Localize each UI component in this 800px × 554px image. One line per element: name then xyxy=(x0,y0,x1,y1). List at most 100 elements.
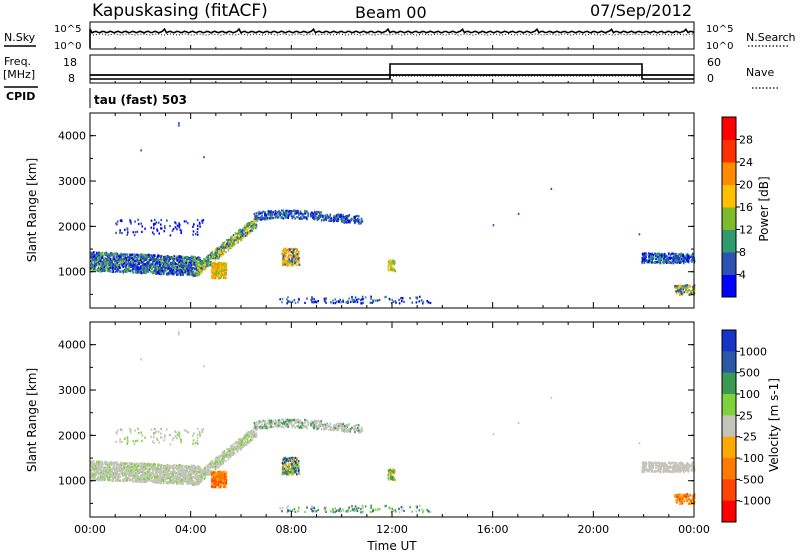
velocity-echo xyxy=(146,473,149,476)
power-echo xyxy=(284,216,287,219)
power-echo xyxy=(219,264,221,267)
power-echo xyxy=(679,290,682,293)
power-echo xyxy=(280,215,282,219)
power-echo xyxy=(176,273,178,276)
power-echo xyxy=(337,218,339,221)
power-echo xyxy=(207,264,209,267)
power-echo xyxy=(328,216,331,219)
power-echo xyxy=(284,211,287,214)
power-echo xyxy=(638,233,641,236)
velocity-echo xyxy=(97,466,99,469)
velocity-echo xyxy=(106,475,109,478)
velocity-echo xyxy=(124,470,126,473)
power-echo xyxy=(255,212,258,215)
power-echo xyxy=(678,253,680,256)
velocity-echo xyxy=(101,471,103,474)
power-echo xyxy=(223,269,225,272)
velocity-echo xyxy=(139,462,142,465)
power-echo xyxy=(240,230,242,233)
power-echo xyxy=(222,273,225,276)
power-echo xyxy=(190,268,193,271)
power-echo xyxy=(342,219,344,222)
power-echo xyxy=(183,271,185,274)
power-echo xyxy=(298,263,301,266)
power-echo xyxy=(683,262,685,265)
power-echo xyxy=(299,210,302,213)
power-echo xyxy=(670,262,673,265)
power-echo xyxy=(688,257,690,260)
power-echo xyxy=(681,285,684,288)
power-echo xyxy=(232,234,235,237)
power-echo xyxy=(360,302,362,305)
power-echo xyxy=(338,215,340,219)
velocity-echo xyxy=(158,478,160,481)
power-echo xyxy=(151,254,153,257)
velocity-echo xyxy=(240,438,243,441)
power-echo xyxy=(312,213,314,216)
velocity-echo xyxy=(133,469,136,472)
power-echo xyxy=(157,266,160,269)
velocity-echo xyxy=(174,471,177,474)
velocity-echo xyxy=(190,474,193,477)
velocity-echo xyxy=(104,473,107,476)
power-echo xyxy=(150,226,153,229)
power-echo xyxy=(289,262,292,265)
colorbar-segment xyxy=(722,139,736,163)
power-echo xyxy=(218,247,220,250)
power-echo xyxy=(288,209,291,213)
velocity-echo xyxy=(196,465,199,468)
velocity-echo xyxy=(151,472,153,475)
power-echo xyxy=(340,218,342,221)
velocity-echo xyxy=(103,474,106,478)
power-echo xyxy=(678,257,680,260)
power-echo xyxy=(137,218,139,221)
power-echo xyxy=(142,264,145,267)
power-echo xyxy=(345,218,347,221)
power-echo xyxy=(155,221,158,224)
power-echo xyxy=(144,227,146,230)
power-echo xyxy=(666,256,669,259)
power-echo xyxy=(661,253,663,256)
power-echo xyxy=(684,258,686,261)
velocity-echo xyxy=(114,472,116,475)
power-echo xyxy=(90,264,92,267)
power-echo xyxy=(174,267,177,271)
velocity-echo xyxy=(116,471,119,474)
power-echo xyxy=(685,255,687,258)
power-echo xyxy=(675,261,677,264)
power-echo xyxy=(323,217,325,221)
velocity-echo xyxy=(171,474,173,478)
velocity-echo xyxy=(189,472,192,475)
power-echo xyxy=(118,254,121,257)
power-echo xyxy=(275,213,278,216)
power-echo xyxy=(243,233,246,236)
power-echo xyxy=(182,269,185,272)
power-echo xyxy=(176,264,179,268)
power-echo xyxy=(143,256,145,259)
power-echo xyxy=(174,221,176,224)
power-echo xyxy=(339,298,341,301)
velocity-echo xyxy=(156,477,159,481)
power-echo xyxy=(290,215,293,218)
velocity-echo xyxy=(100,468,102,471)
power-echo xyxy=(164,227,166,230)
power-echo xyxy=(198,268,201,271)
power-echo xyxy=(242,228,244,232)
velocity-echo xyxy=(137,464,140,468)
y-tick-label: 2000 xyxy=(58,220,86,233)
velocity-echo xyxy=(160,463,162,467)
power-echo xyxy=(128,267,130,270)
power-echo xyxy=(669,256,672,259)
power-echo xyxy=(236,241,238,244)
power-echo xyxy=(357,215,360,218)
power-echo xyxy=(388,269,390,272)
power-echo xyxy=(311,214,313,217)
power-echo xyxy=(172,265,174,268)
power-echo xyxy=(294,217,296,220)
power-echo xyxy=(225,268,228,271)
power-echo xyxy=(337,213,339,216)
power-echo xyxy=(427,301,430,304)
power-echo xyxy=(142,261,144,264)
power-echo xyxy=(146,254,148,257)
power-echo xyxy=(115,254,118,257)
